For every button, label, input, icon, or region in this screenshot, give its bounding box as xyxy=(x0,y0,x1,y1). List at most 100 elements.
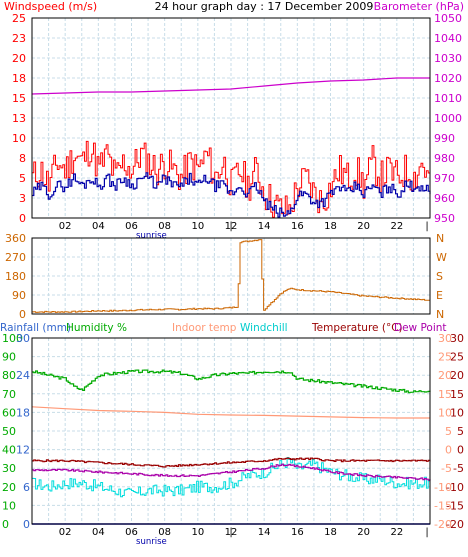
y-temperature-tick-label: 15 xyxy=(450,388,464,401)
series-windspeed-average xyxy=(32,172,431,218)
x-tick-label: 10 xyxy=(191,221,204,232)
x-tick-label: 20 xyxy=(357,221,370,232)
y-indoor-tick-label: 15 xyxy=(438,388,452,401)
y-indoor-tick-label: 20 xyxy=(438,369,452,382)
y-humidity-tick-label: 20 xyxy=(2,481,16,494)
y-left-tick-label: 90 xyxy=(12,289,26,302)
x-tick-label: 10 xyxy=(191,527,204,538)
x-tick-label: 16 xyxy=(291,527,304,538)
x-tick-label: 12 xyxy=(225,221,238,232)
y-left-tick-label: 15 xyxy=(12,92,26,105)
y-rainfall-tick-label: 6 xyxy=(23,481,30,494)
series-dewpoint xyxy=(32,463,431,481)
y-indoor-tick-label: -5 xyxy=(441,462,452,475)
x-tick-label: 20 xyxy=(357,527,370,538)
y-humidity-tick-label: 30 xyxy=(2,462,16,475)
y-left-tick-label: 25 xyxy=(12,12,26,25)
y-rainfall-tick-label: 24 xyxy=(16,369,30,382)
series-windspeed xyxy=(32,140,431,218)
x-tick-label: | xyxy=(425,527,428,538)
y-indoor-tick-label: 10 xyxy=(438,406,452,419)
y-indoor-tick-label: -15 xyxy=(434,499,452,512)
y-temperature-tick-label: -10 xyxy=(446,481,464,494)
y-right-tick-label: N xyxy=(436,308,444,321)
y-humidity-tick-label: 90 xyxy=(2,351,16,364)
y-rainfall-tick-label: 18 xyxy=(16,406,30,419)
y-rainfall-tick-label: 30 xyxy=(16,332,30,345)
x-tick-label: 04 xyxy=(92,221,105,232)
plot-border xyxy=(31,337,431,525)
y-left-tick-label: 180 xyxy=(5,270,26,283)
x-tick-label: 18 xyxy=(324,221,337,232)
x-tick-label: 06 xyxy=(125,221,138,232)
y-left-tick-label: 23 xyxy=(12,32,26,45)
y-right-tick-label: 1030 xyxy=(434,52,462,65)
y-right-tick-label: 950 xyxy=(434,212,455,225)
y-left-tick-label: 5 xyxy=(19,172,26,185)
y-right-tick-label: 990 xyxy=(434,132,455,145)
x-tick-label: 08 xyxy=(158,527,171,538)
legend-temperature: Temperature (°C) xyxy=(311,322,403,334)
series-wind-direction xyxy=(32,239,431,313)
x-tick-label: 14 xyxy=(258,527,271,538)
y-right-tick-label: S xyxy=(436,270,443,283)
y-right-tick-label: 1000 xyxy=(434,112,462,125)
x-tick-label: 22 xyxy=(390,527,403,538)
y-right-tick-label: 970 xyxy=(434,172,455,185)
series-indoor-temp xyxy=(31,406,430,419)
y-right-tick-label: 1040 xyxy=(434,32,462,45)
y-humidity-tick-label: 10 xyxy=(2,499,16,512)
y-left-tick-label: 20 xyxy=(12,52,26,65)
y-left-tick-label: 3 xyxy=(19,192,26,205)
x-tick-label: | xyxy=(229,527,232,538)
y-temperature-tick-label: 10 xyxy=(450,406,464,419)
legend-windspeed: Windspeed (m/s) xyxy=(4,0,97,13)
y-humidity-tick-label: 0 xyxy=(2,518,9,531)
x-tick-label: 08 xyxy=(158,221,171,232)
y-temperature-tick-label: 20 xyxy=(450,369,464,382)
y-right-tick-label: 1010 xyxy=(434,92,462,105)
y-rainfall-tick-label: 12 xyxy=(16,444,30,457)
y-left-tick-label: 270 xyxy=(5,251,26,264)
y-right-tick-label: N xyxy=(436,232,444,245)
y-temperature-tick-label: 5 xyxy=(457,425,464,438)
series-barometer xyxy=(31,77,430,95)
y-right-tick-label: 1020 xyxy=(434,72,462,85)
y-left-tick-label: 0 xyxy=(19,212,26,225)
plot-border xyxy=(31,17,431,219)
y-humidity-tick-label: 60 xyxy=(2,406,16,419)
x-tick-label: 18 xyxy=(324,527,337,538)
y-humidity-tick-label: 80 xyxy=(2,369,16,382)
y-left-tick-label: 8 xyxy=(19,152,26,165)
y-left-tick-label: 10 xyxy=(12,132,26,145)
y-indoor-tick-label: -10 xyxy=(434,481,452,494)
sunrise-label: sunrise xyxy=(136,537,167,547)
y-humidity-tick-label: 50 xyxy=(2,425,16,438)
y-indoor-tick-label: 5 xyxy=(445,425,452,438)
y-humidity-tick-label: 40 xyxy=(2,444,16,457)
y-right-tick-label: 960 xyxy=(434,192,455,205)
y-left-tick-label: 0 xyxy=(19,308,26,321)
legend-rainfall: Rainfall (mm) xyxy=(0,322,71,334)
legend-windchill: Windchill xyxy=(240,322,288,334)
x-tick-label: 04 xyxy=(92,527,105,538)
y-right-tick-label: E xyxy=(436,289,443,302)
x-tick-label: 02 xyxy=(59,221,72,232)
y-temperature-tick-label: 0 xyxy=(457,444,464,457)
x-tick-label: | xyxy=(229,221,232,232)
series-humidity xyxy=(32,369,431,394)
wind-barometer-panel: 0358101315182023259509609709809901000101… xyxy=(12,12,462,241)
y-temperature-tick-label: 25 xyxy=(450,351,464,364)
x-tick-label: 16 xyxy=(291,221,304,232)
legend-humidity: Humidity % xyxy=(66,322,127,334)
y-indoor-tick-label: 30 xyxy=(438,332,452,345)
x-tick-label: 22 xyxy=(390,221,403,232)
temperature-humidity-panel: 01020304050607080901000612182430-20-20-1… xyxy=(2,332,464,547)
legend-barometer: Barometer (hPa) xyxy=(374,0,464,13)
y-left-tick-label: 18 xyxy=(12,72,26,85)
chart-title: 24 hour graph day : 17 December 2009 xyxy=(155,0,374,13)
x-tick-label: 12 xyxy=(225,527,238,538)
